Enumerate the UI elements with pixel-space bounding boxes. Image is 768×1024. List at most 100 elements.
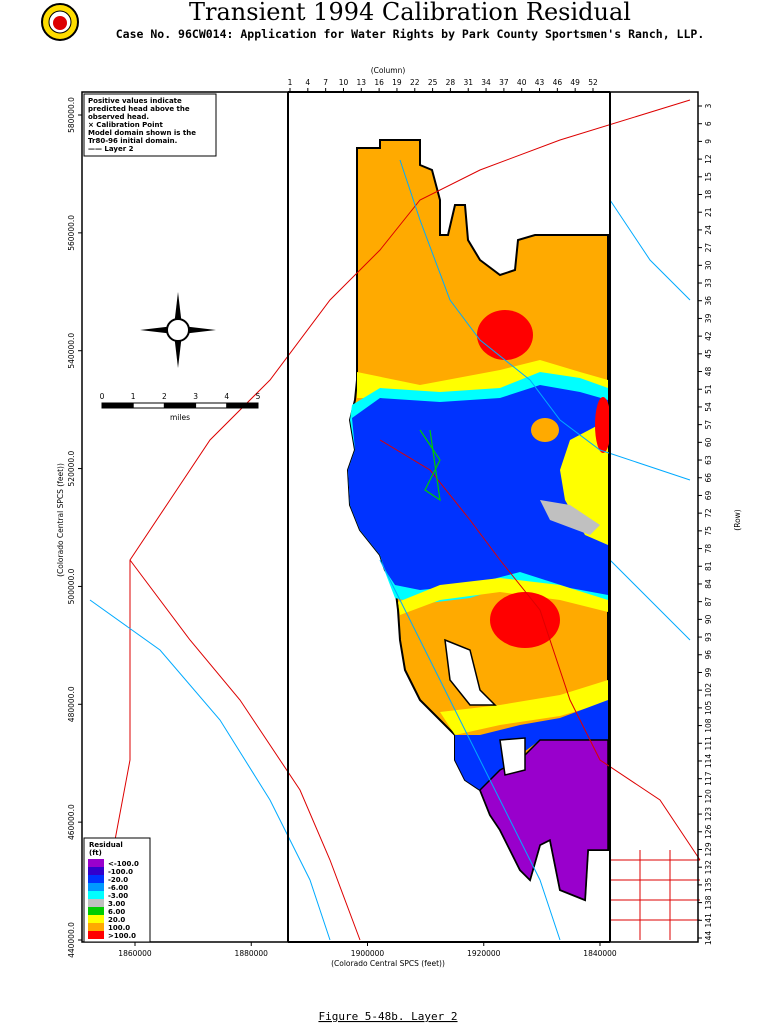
column-tick-label: 13	[357, 78, 367, 87]
column-tick-label: 4	[305, 78, 310, 87]
row-tick-label: 117	[704, 771, 713, 786]
legend-label: -6.00	[108, 884, 128, 892]
column-tick-label: 7	[323, 78, 328, 87]
scale-segment	[195, 402, 228, 409]
row-tick-label: 138	[704, 895, 713, 910]
row-tick-label: 27	[704, 243, 713, 253]
row-tick-label: 39	[704, 313, 713, 323]
stream	[89, 599, 331, 941]
zone-yellow-south	[398, 578, 608, 615]
column-tick-label: 31	[463, 78, 473, 87]
scale-tick-label: 2	[162, 392, 167, 401]
stream	[609, 199, 691, 641]
road	[379, 439, 701, 861]
zone-blue-lower	[455, 700, 608, 790]
zone-yellow-east	[560, 420, 608, 545]
legend-label: -3.00	[108, 892, 128, 900]
row-tick-label: 21	[704, 207, 713, 217]
row-tick-label: 42	[704, 331, 713, 341]
scale-bar: 0 1 2 3 4 5 miles	[100, 392, 261, 422]
legend-swatch	[88, 875, 104, 883]
row-tick-label: 108	[704, 718, 713, 733]
x-tick-label: 1840000	[583, 949, 617, 958]
inactive-cell	[499, 737, 526, 776]
scale-tick-label: 4	[224, 392, 229, 401]
column-label: (Column)	[371, 66, 406, 75]
legend-title: Residual	[89, 841, 123, 849]
row-tick-label: 114	[704, 754, 713, 769]
legend-unit: (ft)	[89, 849, 102, 857]
zone-red	[477, 310, 533, 360]
compass	[140, 292, 216, 368]
notes-box	[83, 93, 217, 157]
row-tick-label: 81	[704, 561, 713, 571]
column-tick-label: 40	[517, 78, 527, 87]
zone-red	[595, 397, 611, 453]
row-tick-label: 90	[704, 614, 713, 624]
legend-swatch	[88, 915, 104, 923]
column-tick-label: 37	[499, 78, 509, 87]
x-tick-label: 1900000	[351, 949, 385, 958]
row-tick-label: 48	[704, 367, 713, 377]
row-tick-label: 6	[704, 121, 713, 126]
x-tick-label: 1880000	[235, 949, 269, 958]
residual-zones	[346, 139, 611, 902]
note-line: × Calibration Point	[88, 121, 163, 129]
row-tick-label: 63	[704, 455, 713, 465]
column-tick-label: 10	[339, 78, 349, 87]
note-line: predicted head above the	[88, 105, 190, 113]
legend-swatch	[88, 923, 104, 931]
x-axis-label: (Colorado Central SPCS (feet))	[331, 959, 445, 968]
legend-label: 20.0	[108, 916, 125, 924]
column-tick-label: 16	[374, 78, 384, 87]
y-tick-label: 460000.0	[67, 804, 76, 840]
legend-swatch	[88, 891, 104, 899]
row-tick-label: 54	[704, 402, 713, 412]
compass-ring	[166, 318, 190, 342]
row-tick-label: 78	[704, 544, 713, 554]
scale-segment	[226, 402, 259, 409]
row-tick-label: 60	[704, 437, 713, 447]
axis-ticks: 1 4 7 10 13 16 19 22 25 28 31 34 37 40 43 46 49 523691215…	[67, 78, 713, 958]
row-tick-label: 30	[704, 260, 713, 270]
row-tick-label: 87	[704, 597, 713, 607]
row-tick-label: 69	[704, 490, 713, 500]
row-tick-label: 120	[704, 789, 713, 804]
row-tick-label: 18	[704, 190, 713, 200]
column-tick-label: 25	[428, 78, 438, 87]
column-tick-label: 43	[535, 78, 545, 87]
legend-label: 6.00	[108, 908, 125, 916]
legend-label: <-100.0	[108, 860, 139, 868]
title: Transient 1994 Calibration Residual	[189, 0, 631, 26]
row-tick-label: 126	[704, 824, 713, 839]
base-features	[89, 99, 701, 941]
row-tick-label: 129	[704, 842, 713, 857]
y-tick-label: 440000.0	[67, 922, 76, 958]
row-label: (Row)	[733, 509, 742, 531]
x-tick-label: 1920000	[467, 949, 501, 958]
caption: Figure 5-48b. Layer 2	[318, 1010, 457, 1023]
row-tick-label: 12	[704, 154, 713, 164]
row-tick-label: 141	[704, 913, 713, 928]
road	[610, 850, 700, 940]
zone-yellow-lower	[440, 680, 608, 735]
scale-unit: miles	[170, 413, 190, 422]
subtitle: Case No. 96CW014: Application for Water …	[116, 27, 705, 41]
legend-swatch	[88, 883, 104, 891]
scale-segment	[163, 402, 197, 409]
zone-orange-spot	[531, 418, 559, 442]
legend-swatch	[88, 907, 104, 915]
legend-swatch	[88, 867, 104, 875]
row-tick-label: 96	[704, 650, 713, 660]
legend-swatch	[88, 899, 104, 907]
legend-label: 100.0	[108, 924, 130, 932]
row-tick-label: 33	[704, 278, 713, 288]
scale-tick-label: 1	[131, 392, 136, 401]
scale-tick-label: 5	[256, 392, 261, 401]
note-line: Model domain shown is the	[88, 129, 196, 137]
boundary	[419, 429, 441, 502]
scale-tick-label: 0	[100, 392, 105, 401]
row-tick-label: 105	[704, 700, 713, 715]
column-tick-label: 52	[588, 78, 598, 87]
